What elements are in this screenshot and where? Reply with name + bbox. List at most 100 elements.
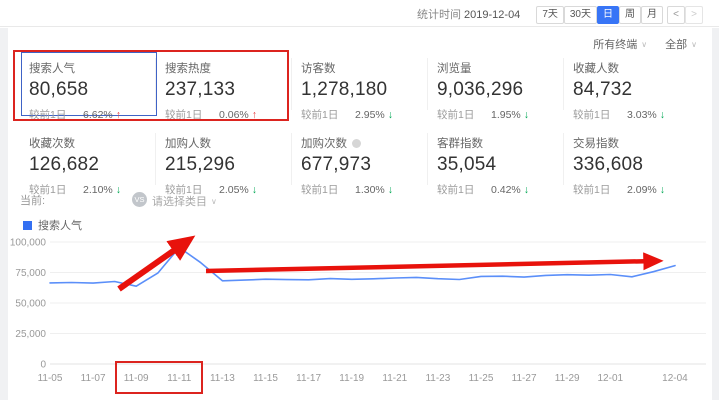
scope-filter-dropdown[interactable]: 全部 ∨ [665, 36, 697, 52]
metric-value: 237,133 [165, 79, 236, 100]
compare-label: 较前1日 [437, 184, 475, 196]
top-bar: 统计时间 2019-12-04 7天 30天日周月 < > [0, 0, 719, 27]
svg-text:11-21: 11-21 [382, 373, 407, 384]
metric-value: 80,658 [29, 79, 89, 100]
metric-label: 客群指数 [437, 138, 483, 150]
annotation-arrow-spike-icon [117, 235, 196, 292]
next-period-button[interactable]: > [685, 6, 703, 24]
range-button-5[interactable]: 月 [641, 6, 663, 24]
metric-compare: 较前1日 3.03% ↓ [573, 107, 700, 122]
metric-card-9[interactable]: 客群指数 35,054 较前1日 0.42% ↓ [429, 127, 565, 196]
metric-label: 搜索热度 [165, 63, 211, 75]
metric-compare: 较前1日 0.06% ↑ [165, 107, 292, 122]
compare-label: 较前1日 [165, 109, 203, 121]
compare-label: 较前1日 [29, 184, 67, 196]
change-percent: 3.03% [627, 109, 657, 121]
svg-text:11-25: 11-25 [469, 373, 494, 384]
metric-value: 336,608 [573, 154, 644, 175]
chart-x-axis-labels: 11-05 11-07 11-09 11-11 11-13 11-15 11-17 11-19… [38, 373, 689, 384]
trend-chart[interactable]: 0 25,000 50,000 75,000 100,000 11-05 11-07 11-… [0, 232, 719, 400]
vs-badge-icon: VS [132, 192, 147, 207]
legend-label: 搜索人气 [38, 220, 82, 232]
legend-item-search-popularity[interactable]: 搜索人气 [23, 217, 82, 233]
down-arrow-icon: ↓ [523, 109, 530, 121]
metric-card-4[interactable]: 浏览量 9,036,296 较前1日 1.95% ↓ [429, 52, 565, 121]
svg-text:75,000: 75,000 [15, 268, 46, 279]
date-nav-button-group: < > [667, 4, 703, 24]
annotation-rect-x-axis-dates [115, 361, 203, 394]
chevron-down-icon: ∨ [211, 196, 217, 206]
up-arrow-icon: ↑ [251, 109, 258, 121]
metric-value: 84,732 [573, 79, 633, 100]
down-arrow-icon: ↓ [659, 184, 666, 196]
svg-text:11-11: 11-11 [167, 373, 192, 384]
info-icon[interactable] [352, 138, 361, 148]
svg-text:12-04: 12-04 [662, 373, 688, 384]
metric-compare: 较前1日 2.09% ↓ [573, 182, 700, 197]
metric-card-5[interactable]: 收藏人数 84,732 较前1日 3.03% ↓ [565, 52, 701, 121]
svg-text:11-17: 11-17 [296, 373, 321, 384]
metric-value: 677,973 [301, 154, 372, 175]
page-gutter-right [712, 28, 719, 400]
metric-compare: 较前1日 6.62% ↑ [29, 107, 156, 122]
metric-value: 35,054 [437, 154, 497, 175]
terminal-filter-dropdown[interactable]: 所有终端 ∨ [593, 36, 647, 52]
metric-compare: 较前1日 2.95% ↓ [301, 107, 428, 122]
metric-label: 交易指数 [573, 138, 619, 150]
range-button-4[interactable]: 周 [619, 6, 641, 24]
terminal-filter-label: 所有终端 [593, 39, 638, 51]
svg-text:11-13: 11-13 [210, 373, 235, 384]
current-label: 当前: [20, 195, 46, 207]
metric-card-1[interactable]: 搜索人气 80,658 较前1日 6.62% ↑ [21, 52, 157, 121]
svg-text:11-29: 11-29 [555, 373, 580, 384]
metric-compare: 较前1日 0.42% ↓ [437, 182, 564, 197]
change-percent: 2.09% [627, 184, 657, 196]
metric-card-3[interactable]: 访客数 1,278,180 较前1日 2.95% ↓ [293, 52, 429, 121]
metric-value: 126,682 [29, 154, 100, 175]
change-percent: 1.30% [355, 184, 385, 196]
metric-card-8[interactable]: 加购次数 677,973 较前1日 1.30% ↓ [293, 127, 429, 196]
metric-value: 215,296 [165, 154, 236, 175]
filter-bar: 所有终端 ∨ 全部 ∨ [593, 36, 697, 52]
metric-card-7[interactable]: 加购人数 215,296 较前1日 2.05% ↓ [157, 127, 293, 196]
chart-gridlines [50, 241, 706, 365]
date-range-button-group: 7天 30天日周月 [536, 4, 663, 24]
range-button-1[interactable]: 7天 [536, 6, 564, 24]
change-percent: 2.10% [83, 184, 113, 196]
chevron-down-icon: ∨ [691, 39, 697, 49]
compare-label: 较前1日 [301, 184, 339, 196]
scope-filter-label: 全部 [665, 39, 688, 51]
change-percent: 1.95% [491, 109, 521, 121]
svg-text:11-27: 11-27 [512, 373, 537, 384]
change-percent: 0.06% [219, 109, 249, 121]
change-percent: 6.62% [83, 109, 113, 121]
metric-label: 浏览量 [437, 63, 472, 75]
compare-label: 较前1日 [573, 184, 611, 196]
metric-value: 1,278,180 [301, 79, 388, 100]
range-button-2[interactable]: 30天 [563, 6, 597, 24]
metric-card-10[interactable]: 交易指数 336,608 较前1日 2.09% ↓ [565, 127, 701, 196]
svg-text:11-15: 11-15 [253, 373, 278, 384]
compare-label: 较前1日 [165, 184, 203, 196]
metric-label: 收藏次数 [29, 138, 75, 150]
compare-label: 较前1日 [301, 109, 339, 121]
range-button-3[interactable]: 日 [597, 6, 619, 24]
svg-text:0: 0 [40, 360, 46, 371]
metric-label: 加购次数 [301, 135, 428, 151]
series-line-search-popularity [49, 246, 676, 288]
compare-label: 较前1日 [573, 109, 611, 121]
chevron-down-icon: ∨ [641, 39, 648, 49]
compare-bar: 当前: VS 请选择类目 ∨ [20, 192, 700, 208]
metric-label: 搜索人气 [29, 63, 75, 75]
metric-card-6[interactable]: 收藏次数 126,682 较前1日 2.10% ↓ [21, 127, 157, 196]
metric-label: 加购人数 [165, 138, 211, 150]
metric-card-2[interactable]: 搜索热度 237,133 较前1日 0.06% ↑ [157, 52, 293, 121]
legend-swatch-icon [23, 220, 32, 230]
down-arrow-icon: ↓ [115, 184, 122, 196]
svg-text:100,000: 100,000 [10, 238, 47, 249]
compare-category-select[interactable]: 请选择类目 ∨ [152, 193, 217, 209]
svg-text:50,000: 50,000 [15, 299, 46, 310]
prev-period-button[interactable]: < [667, 6, 685, 24]
chart-y-axis-labels: 0 25,000 50,000 75,000 100,000 [10, 238, 47, 371]
